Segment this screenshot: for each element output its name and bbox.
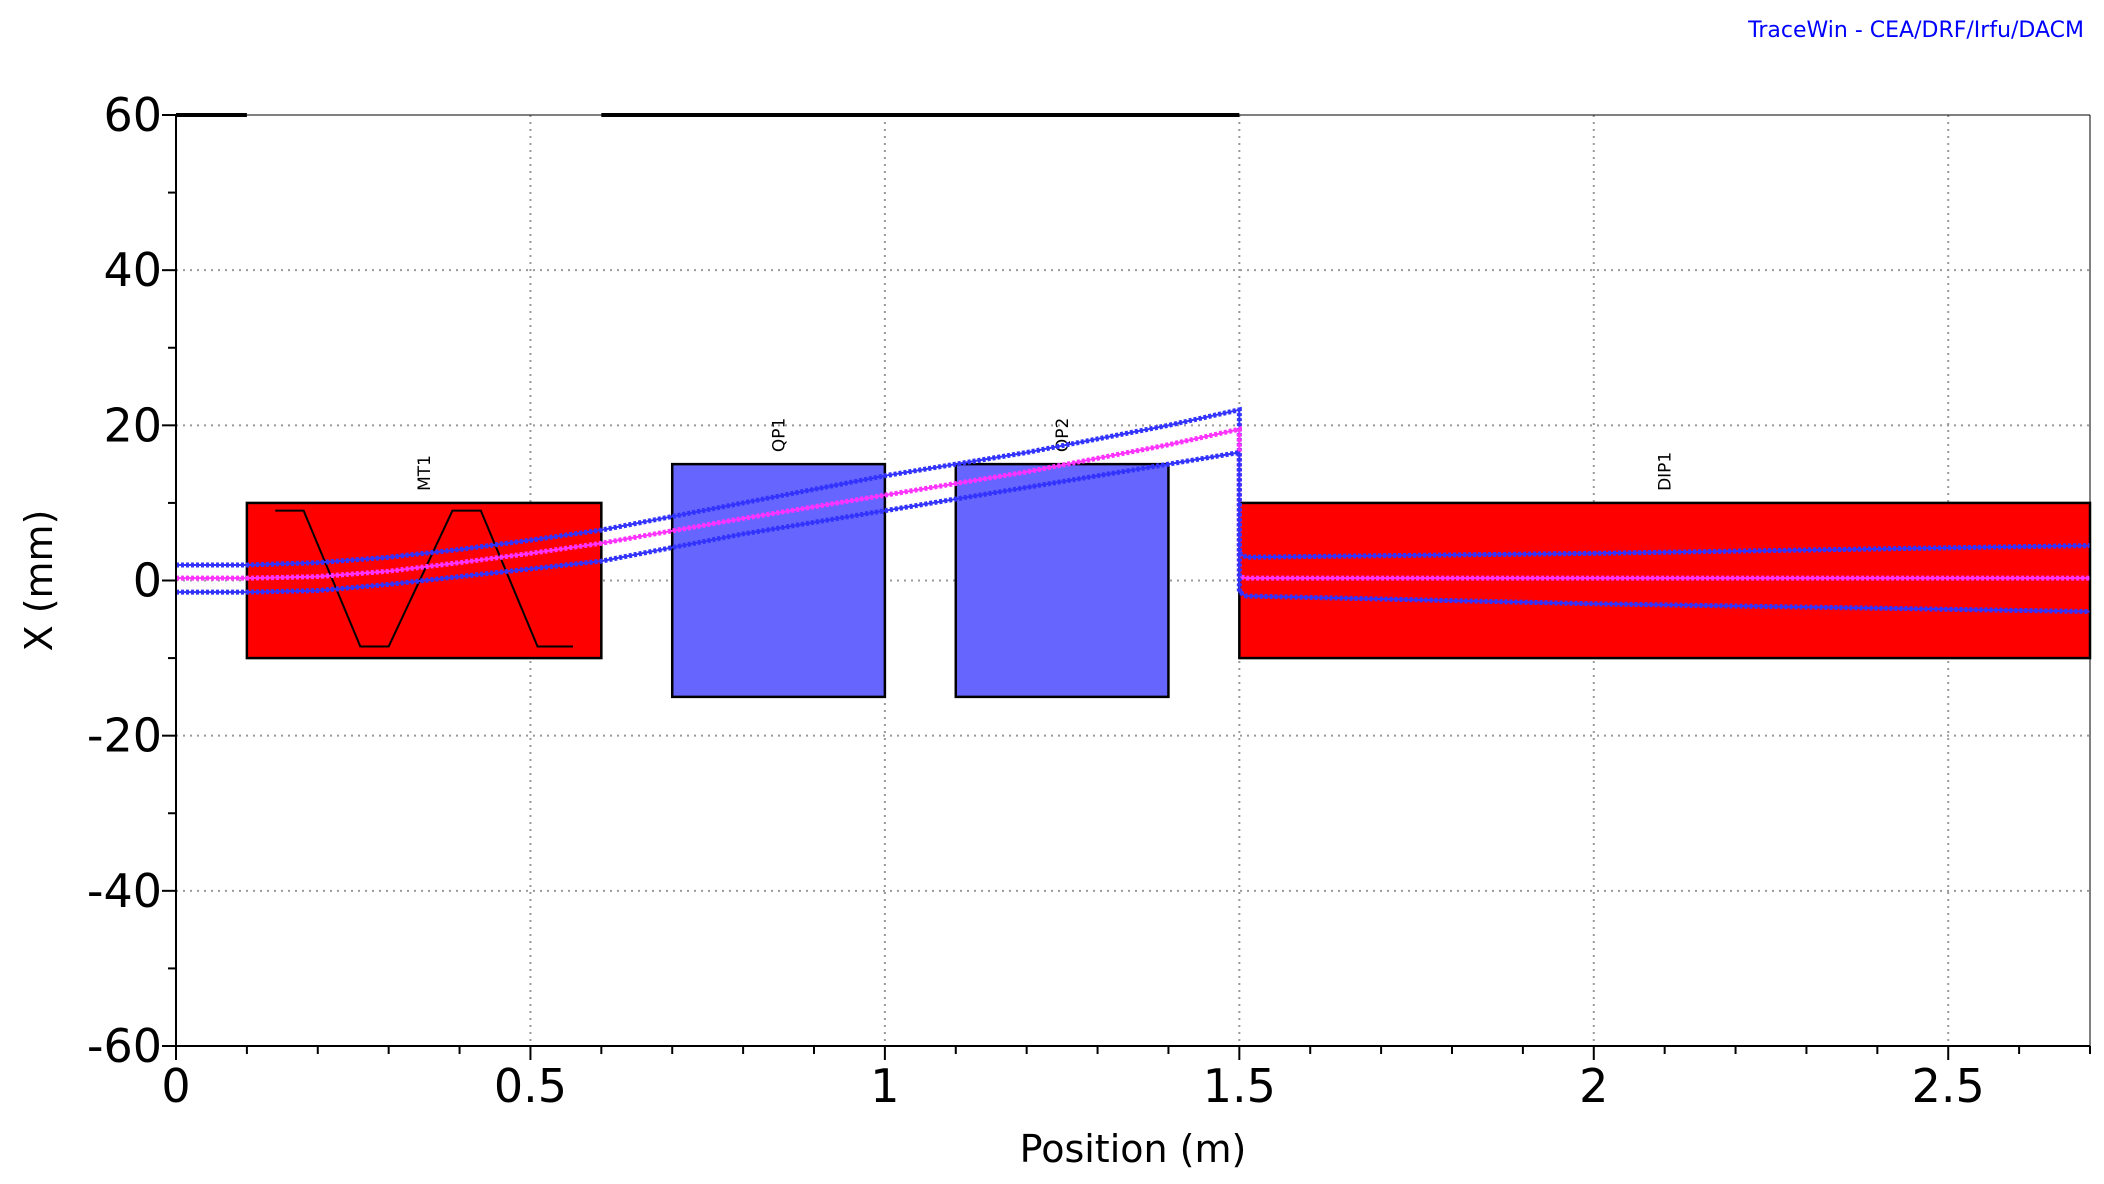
x-tick-label: 0 xyxy=(161,1059,190,1113)
y-tick-label: 0 xyxy=(133,554,162,608)
x-tick-label: 1.5 xyxy=(1203,1059,1276,1113)
x-tick-label: 1 xyxy=(870,1059,899,1113)
y-tick-label: 40 xyxy=(103,243,162,297)
x-tick-label: 2 xyxy=(1579,1059,1608,1113)
series-centroid-line xyxy=(176,427,2090,580)
element-label: MT1 xyxy=(415,455,435,491)
x-axis-label: Position (m) xyxy=(1020,1127,1247,1171)
y-tick-label: -20 xyxy=(87,709,162,763)
element-label: DIP1 xyxy=(1656,452,1676,491)
credit-label: TraceWin - CEA/DRF/Irfu/DACM xyxy=(1748,18,2084,43)
element-qp2 xyxy=(954,462,1170,699)
x-tick-label: 2.5 xyxy=(1912,1059,1985,1113)
y-axis-label: X (mm) xyxy=(17,510,61,652)
element-label: QP1 xyxy=(770,418,790,452)
series-envelope-upper-line xyxy=(176,408,2091,566)
y-tick-label: -60 xyxy=(87,1019,162,1073)
y-tick-label: -40 xyxy=(87,864,162,918)
element-qp1 xyxy=(670,462,887,699)
y-tick-label: 20 xyxy=(103,398,162,452)
y-tick-label: 60 xyxy=(103,88,162,142)
x-tick-label: 0.5 xyxy=(494,1059,567,1113)
series-envelope-lower-line xyxy=(176,451,2091,613)
